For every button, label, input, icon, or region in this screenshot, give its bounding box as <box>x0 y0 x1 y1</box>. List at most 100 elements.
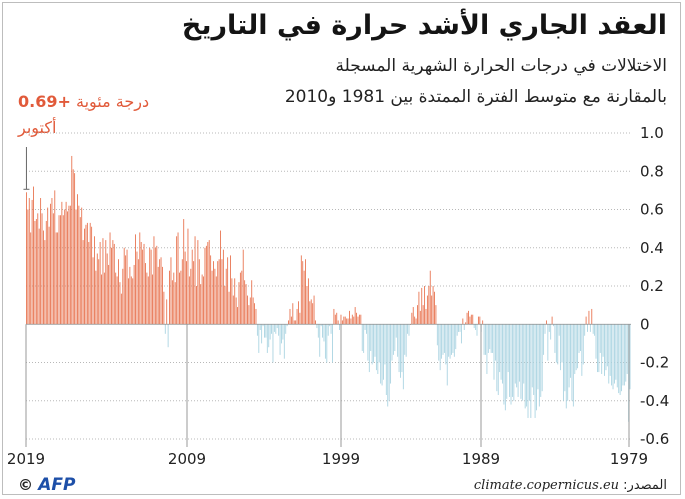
bar <box>337 320 339 325</box>
bar <box>77 194 78 325</box>
bar <box>34 220 36 325</box>
bar <box>460 324 462 344</box>
bar <box>513 324 515 401</box>
bar <box>38 228 40 325</box>
bar <box>341 320 343 325</box>
afp-logo: AFP <box>38 475 76 495</box>
bar <box>78 205 80 325</box>
x-tick-label: 1979 <box>610 450 648 468</box>
bar <box>609 324 611 376</box>
bar <box>81 207 83 325</box>
bar <box>411 312 413 325</box>
bar <box>442 324 444 355</box>
bar <box>429 270 431 325</box>
bar <box>324 324 326 359</box>
bar <box>621 324 622 392</box>
bar <box>408 324 410 336</box>
source-note: المصدر: climate.copernicus.eu <box>474 478 667 493</box>
bar <box>506 324 508 399</box>
bar <box>88 242 90 325</box>
bar <box>170 257 172 325</box>
bar <box>448 324 450 357</box>
bar <box>218 259 220 325</box>
bar <box>285 324 287 334</box>
bar <box>585 316 587 325</box>
bar <box>282 324 284 340</box>
bar <box>312 303 314 325</box>
bar <box>575 324 577 371</box>
bar <box>275 324 277 334</box>
bar <box>120 293 122 325</box>
bar <box>564 324 566 392</box>
bar <box>174 282 176 325</box>
source-url: climate.copernicus.eu <box>473 478 620 493</box>
bar <box>101 274 102 325</box>
bar <box>96 253 98 325</box>
bar <box>323 324 325 342</box>
callout-month: أكتوبر <box>18 118 57 137</box>
bar <box>296 308 298 325</box>
bar <box>499 324 501 373</box>
bar <box>530 324 532 418</box>
bar <box>349 310 350 325</box>
bar <box>612 324 614 390</box>
bar <box>574 324 576 374</box>
bar <box>452 324 454 353</box>
bar <box>469 316 471 325</box>
bar <box>360 314 362 325</box>
bar <box>545 320 547 325</box>
bar <box>64 209 66 325</box>
bar <box>438 324 440 361</box>
bar <box>65 201 67 325</box>
bar <box>146 272 148 325</box>
bar <box>344 316 346 325</box>
bar <box>477 316 479 325</box>
bar <box>307 278 309 325</box>
bar <box>615 324 617 380</box>
bar <box>339 324 341 330</box>
bar <box>289 308 291 325</box>
bar <box>587 324 588 332</box>
bar <box>562 324 564 401</box>
bar <box>188 276 190 325</box>
bar <box>79 217 81 325</box>
bar <box>152 274 153 325</box>
bar <box>169 270 170 325</box>
bar <box>98 259 100 325</box>
y-tick-label: 1.0 <box>640 124 664 142</box>
bar <box>200 284 202 325</box>
bar <box>400 324 401 378</box>
bar <box>176 236 178 325</box>
bar <box>431 295 433 325</box>
bar <box>40 198 42 325</box>
bar <box>547 324 549 361</box>
x-tick-label: 2019 <box>7 450 45 468</box>
bar <box>356 312 358 325</box>
bar <box>350 318 352 325</box>
y-tick-label: 0.4 <box>640 239 664 257</box>
bar <box>608 324 610 384</box>
bar <box>510 324 512 405</box>
bar <box>180 270 182 325</box>
bar <box>310 299 312 325</box>
bar <box>217 261 219 325</box>
x-tick-label: 1989 <box>462 450 500 468</box>
bar <box>35 219 37 325</box>
bar <box>292 303 294 325</box>
callout-unit: درجة مئوية <box>75 92 150 111</box>
bar <box>383 324 384 380</box>
bar <box>295 320 297 325</box>
y-tick-label: 0.6 <box>640 201 664 219</box>
bar <box>455 324 457 350</box>
bar <box>113 243 115 325</box>
bar <box>479 316 481 325</box>
y-tick-label: 0 <box>640 315 650 333</box>
bar <box>89 222 91 325</box>
bar <box>298 301 299 325</box>
bar <box>332 324 333 363</box>
bar <box>220 230 221 325</box>
bar <box>205 245 207 325</box>
bar <box>208 240 210 325</box>
bar <box>500 324 502 380</box>
bar <box>266 324 268 353</box>
